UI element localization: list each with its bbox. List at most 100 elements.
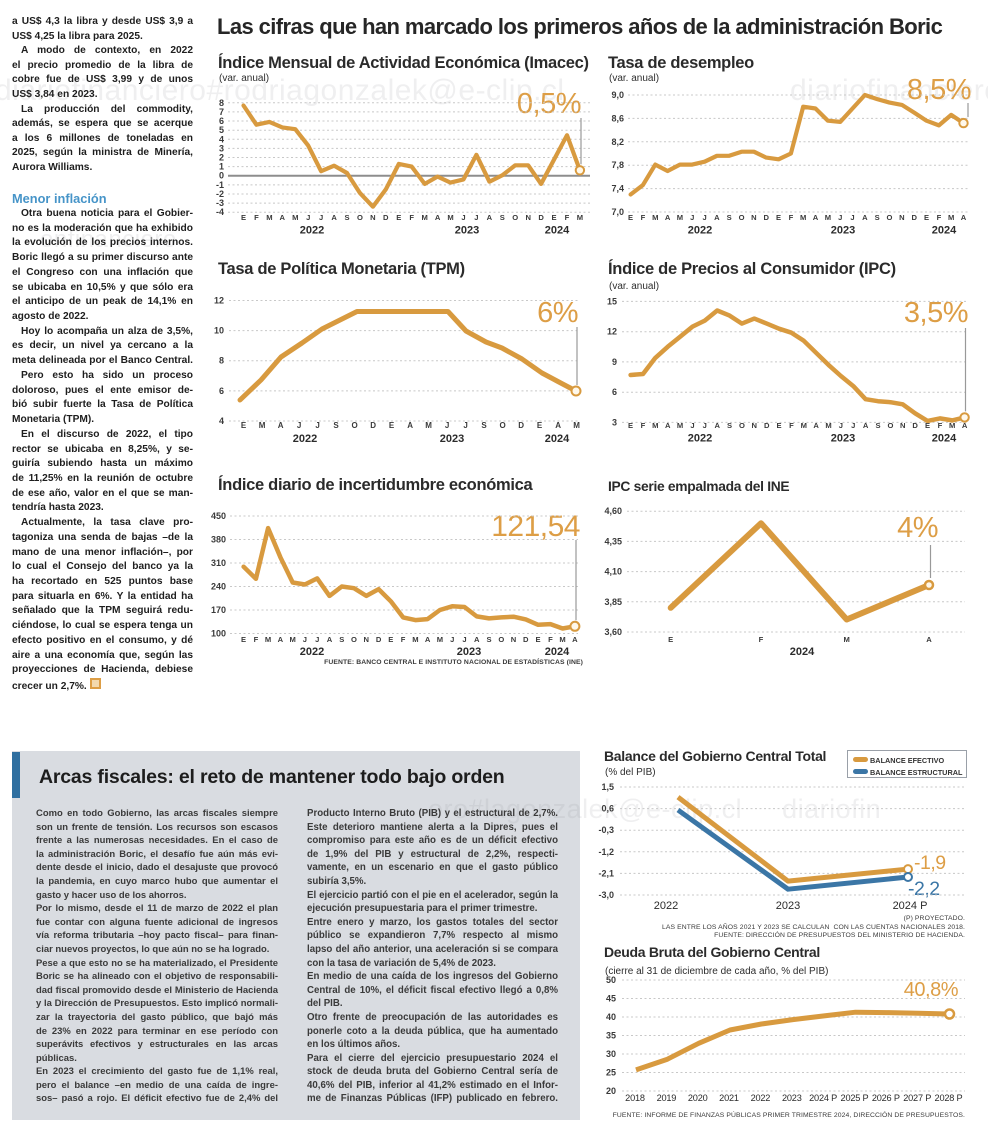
- svg-text:A: A: [474, 635, 480, 644]
- svg-text:M: M: [825, 213, 831, 222]
- svg-text:2024: 2024: [932, 225, 957, 237]
- svg-text:J: J: [838, 213, 842, 222]
- svg-text:170: 170: [211, 605, 226, 615]
- svg-text:J: J: [306, 213, 310, 222]
- svg-text:M: M: [652, 421, 658, 430]
- svg-text:2028 P: 2028 P: [935, 1093, 963, 1103]
- svg-text:2020: 2020: [688, 1093, 708, 1103]
- svg-text:40: 40: [606, 1012, 616, 1022]
- svg-text:A: A: [714, 421, 720, 430]
- svg-text:O: O: [351, 635, 357, 644]
- svg-text:E: E: [396, 213, 401, 222]
- svg-text:E: E: [241, 635, 246, 644]
- svg-text:6: 6: [219, 386, 224, 396]
- svg-text:A: A: [714, 213, 720, 222]
- svg-text:310: 310: [211, 558, 226, 568]
- svg-text:E: E: [925, 421, 930, 430]
- svg-text:J: J: [463, 421, 467, 430]
- svg-text:D: D: [764, 421, 770, 430]
- svg-text:450: 450: [211, 511, 226, 521]
- svg-text:9,0: 9,0: [611, 90, 624, 100]
- svg-text:S: S: [727, 421, 732, 430]
- svg-text:J: J: [703, 421, 707, 430]
- svg-text:8: 8: [219, 356, 224, 366]
- svg-text:E: E: [241, 421, 247, 430]
- svg-text:A: A: [435, 213, 441, 222]
- svg-text:30: 30: [606, 1049, 616, 1059]
- svg-text:J: J: [851, 421, 855, 430]
- svg-text:F: F: [938, 421, 943, 430]
- svg-text:O: O: [498, 635, 504, 644]
- svg-text:A: A: [331, 213, 337, 222]
- svg-text:-3,0: -3,0: [598, 890, 614, 900]
- svg-text:D: D: [518, 421, 524, 430]
- svg-text:N: N: [364, 635, 369, 644]
- svg-text:N: N: [511, 635, 516, 644]
- svg-text:J: J: [702, 213, 706, 222]
- svg-text:M: M: [800, 213, 806, 222]
- svg-text:N: N: [751, 213, 756, 222]
- svg-text:6: 6: [219, 116, 224, 126]
- svg-text:M: M: [447, 213, 453, 222]
- svg-text:M: M: [266, 213, 272, 222]
- svg-text:2024: 2024: [932, 433, 957, 445]
- svg-text:F: F: [565, 213, 570, 222]
- svg-text:A: A: [572, 635, 578, 644]
- svg-text:M: M: [422, 213, 428, 222]
- svg-text:M: M: [801, 421, 807, 430]
- svg-text:E: E: [537, 421, 543, 430]
- svg-text:A: A: [813, 213, 819, 222]
- svg-text:A: A: [278, 635, 284, 644]
- svg-text:M: M: [290, 635, 296, 644]
- svg-text:E: E: [924, 213, 929, 222]
- svg-text:D: D: [911, 213, 917, 222]
- svg-text:2024: 2024: [545, 646, 570, 658]
- svg-text:1: 1: [219, 162, 224, 172]
- svg-text:9: 9: [612, 357, 617, 367]
- svg-text:M: M: [292, 213, 298, 222]
- svg-text:M: M: [949, 421, 955, 430]
- svg-text:M: M: [577, 213, 583, 222]
- svg-text:E: E: [776, 213, 781, 222]
- svg-text:2021: 2021: [719, 1093, 739, 1103]
- svg-text:J: J: [297, 421, 301, 430]
- svg-text:4,35: 4,35: [604, 536, 622, 546]
- svg-text:2024: 2024: [545, 433, 570, 445]
- svg-text:M: M: [259, 421, 266, 430]
- svg-text:J: J: [462, 635, 466, 644]
- svg-text:D: D: [523, 635, 529, 644]
- svg-text:E: E: [628, 421, 633, 430]
- svg-text:A: A: [425, 635, 431, 644]
- svg-text:O: O: [887, 213, 893, 222]
- svg-text:F: F: [548, 635, 553, 644]
- svg-text:15: 15: [607, 296, 617, 306]
- svg-text:N: N: [525, 213, 530, 222]
- svg-text:M: M: [412, 635, 418, 644]
- svg-text:F: F: [759, 635, 764, 644]
- svg-text:M: M: [677, 213, 683, 222]
- svg-text:2023: 2023: [782, 1093, 802, 1103]
- svg-text:S: S: [481, 421, 487, 430]
- svg-text:J: J: [461, 213, 465, 222]
- svg-text:-3: -3: [216, 198, 224, 208]
- svg-text:8,6: 8,6: [611, 113, 624, 123]
- svg-text:-2: -2: [216, 189, 224, 199]
- svg-text:7: 7: [219, 107, 224, 117]
- svg-text:2022: 2022: [688, 225, 712, 237]
- svg-text:J: J: [839, 421, 843, 430]
- svg-text:2023: 2023: [455, 225, 479, 237]
- svg-text:0,6: 0,6: [601, 804, 614, 814]
- svg-text:12: 12: [607, 327, 617, 337]
- svg-text:8: 8: [219, 98, 224, 108]
- svg-text:J: J: [450, 635, 454, 644]
- svg-text:A: A: [862, 213, 868, 222]
- svg-text:O: O: [739, 421, 745, 430]
- svg-text:A: A: [863, 421, 869, 430]
- svg-text:25: 25: [606, 1068, 616, 1078]
- svg-text:O: O: [499, 421, 505, 430]
- svg-text:A: A: [926, 635, 932, 644]
- svg-text:3: 3: [219, 143, 224, 153]
- svg-text:20: 20: [606, 1086, 616, 1096]
- svg-text:4,10: 4,10: [604, 567, 622, 577]
- svg-text:E: E: [241, 213, 246, 222]
